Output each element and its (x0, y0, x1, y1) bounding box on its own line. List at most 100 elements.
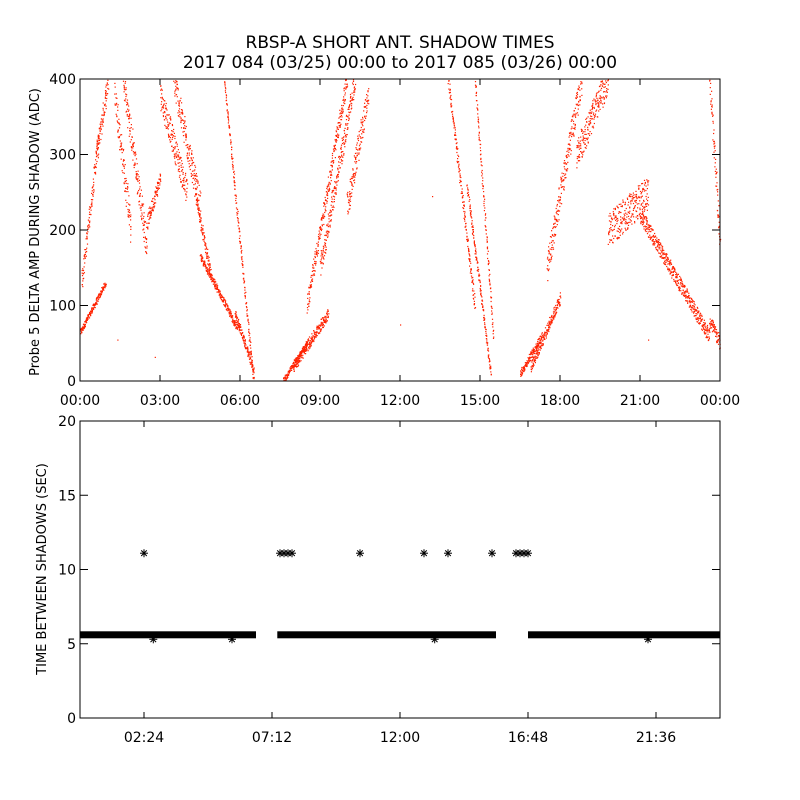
shadow-amplitude-point (337, 127, 339, 129)
shadow-amplitude-point (480, 153, 482, 155)
shadow-amplitude-point (128, 209, 130, 211)
shadow-amplitude-point (576, 92, 578, 94)
shadow-amplitude-point (142, 205, 144, 207)
shadow-amplitude-point (90, 312, 92, 314)
shadow-amplitude-point (526, 360, 528, 362)
shadow-amplitude-point (555, 212, 557, 214)
shadow-amplitude-point (137, 178, 139, 180)
shadow-amplitude-point (174, 82, 176, 84)
shadow-amplitude-point (577, 160, 580, 162)
shadow-amplitude-point (308, 303, 310, 305)
shadow-amplitude-point (99, 292, 101, 294)
shadow-amplitude-point (335, 189, 337, 191)
shadow-amplitude-point (303, 347, 305, 349)
shadow-amplitude-point (593, 118, 595, 120)
shadow-amplitude-point (237, 319, 239, 322)
shadow-amplitude-point (247, 346, 249, 348)
shadow-amplitude-point (482, 177, 484, 179)
shadow-amplitude-point (316, 250, 318, 252)
shadow-amplitude-point (662, 253, 665, 255)
shadow-amplitude-point (642, 212, 644, 214)
shadow-amplitude-point (478, 139, 480, 141)
shadow-amplitude-point (616, 218, 618, 220)
shadow-amplitude-point (538, 352, 540, 355)
shadow-amplitude-point (339, 156, 341, 158)
shadow-amplitude-point (487, 250, 489, 252)
shadow-amplitude-point (485, 213, 487, 215)
shadow-amplitude-point (246, 302, 248, 304)
shadow-amplitude-point (550, 241, 553, 243)
shadow-amplitude-point (558, 298, 560, 301)
shadow-amplitude-point (610, 217, 613, 219)
shadow-amplitude-point (310, 343, 312, 345)
shadow-amplitude-point (542, 340, 544, 342)
shadow-amplitude-point (577, 108, 579, 110)
shadow-amplitude-point (678, 288, 681, 290)
shadow-amplitude-point (80, 330, 82, 332)
shadow-amplitude-point (469, 255, 471, 257)
shadow-amplitude-point (208, 263, 210, 265)
top-x-tick-label: 12:00 (380, 393, 420, 409)
shadow-amplitude-point (714, 331, 716, 333)
shadow-amplitude-point (563, 186, 565, 188)
shadow-amplitude-point (618, 237, 620, 239)
shadow-amplitude-point (542, 344, 544, 346)
shadow-amplitude-point (456, 151, 458, 154)
shadow-amplitude-point (475, 258, 478, 260)
shadow-amplitude-point (86, 237, 88, 239)
shadow-amplitude-point (686, 300, 688, 302)
shadow-amplitude-point (482, 305, 484, 307)
shadow-amplitude-point (92, 185, 94, 187)
shadow-amplitude-point (175, 164, 177, 166)
shadow-amplitude-point (671, 274, 673, 276)
shadow-amplitude-point (626, 222, 628, 224)
shadow-amplitude-point (453, 125, 456, 127)
shadow-amplitude-point (192, 157, 194, 159)
shadow-amplitude-point (583, 142, 585, 144)
shadow-amplitude-point (676, 280, 679, 282)
shadow-amplitude-point (619, 234, 621, 236)
shadow-amplitude-point (598, 106, 600, 108)
shadow-amplitude-point (95, 152, 98, 155)
shadow-amplitude-point (358, 145, 361, 147)
shadow-amplitude-point (629, 221, 631, 223)
shadow-amplitude-point (194, 178, 197, 180)
shadow-amplitude-point (469, 260, 471, 263)
shadow-amplitude-point (712, 139, 714, 141)
shadow-amplitude-point (691, 305, 694, 307)
shadow-amplitude-point (320, 229, 322, 232)
shadow-amplitude-point (214, 282, 216, 284)
shadow-amplitude-point (318, 324, 320, 326)
shadow-amplitude-point (146, 226, 148, 228)
shadow-amplitude-point (552, 226, 554, 228)
shadow-amplitude-point (118, 136, 121, 138)
shadow-amplitude-point (177, 100, 179, 102)
shadow-amplitude-point (101, 293, 103, 295)
shadow-amplitude-point (90, 310, 92, 313)
shadow-amplitude-point (595, 94, 597, 96)
shadow-amplitude-point (310, 285, 312, 287)
shadow-amplitude-point (606, 88, 608, 90)
shadow-amplitude-point (196, 175, 198, 177)
shadow-amplitude-point (549, 326, 551, 328)
shadow-amplitude-point (556, 213, 558, 215)
shadow-amplitude-point (334, 157, 336, 159)
shadow-interval-point (524, 549, 532, 558)
shadow-amplitude-point (308, 344, 311, 346)
shadow-amplitude-point (578, 100, 580, 103)
shadow-amplitude-point (718, 335, 720, 337)
shadow-amplitude-point (560, 192, 562, 194)
shadow-amplitude-point (161, 93, 163, 95)
shadow-amplitude-point (666, 260, 668, 262)
shadow-amplitude-point (105, 90, 107, 92)
shadow-amplitude-point (470, 211, 472, 214)
shadow-amplitude-point (235, 195, 237, 197)
shadow-amplitude-point (351, 195, 353, 197)
shadow-amplitude-point (665, 264, 667, 266)
shadow-amplitude-point (483, 205, 485, 207)
shadow-amplitude-point (584, 143, 586, 145)
shadow-amplitude-point (477, 104, 479, 106)
shadow-amplitude-point (309, 301, 311, 303)
shadow-amplitude-point (353, 155, 355, 157)
shadow-amplitude-point (233, 182, 235, 184)
